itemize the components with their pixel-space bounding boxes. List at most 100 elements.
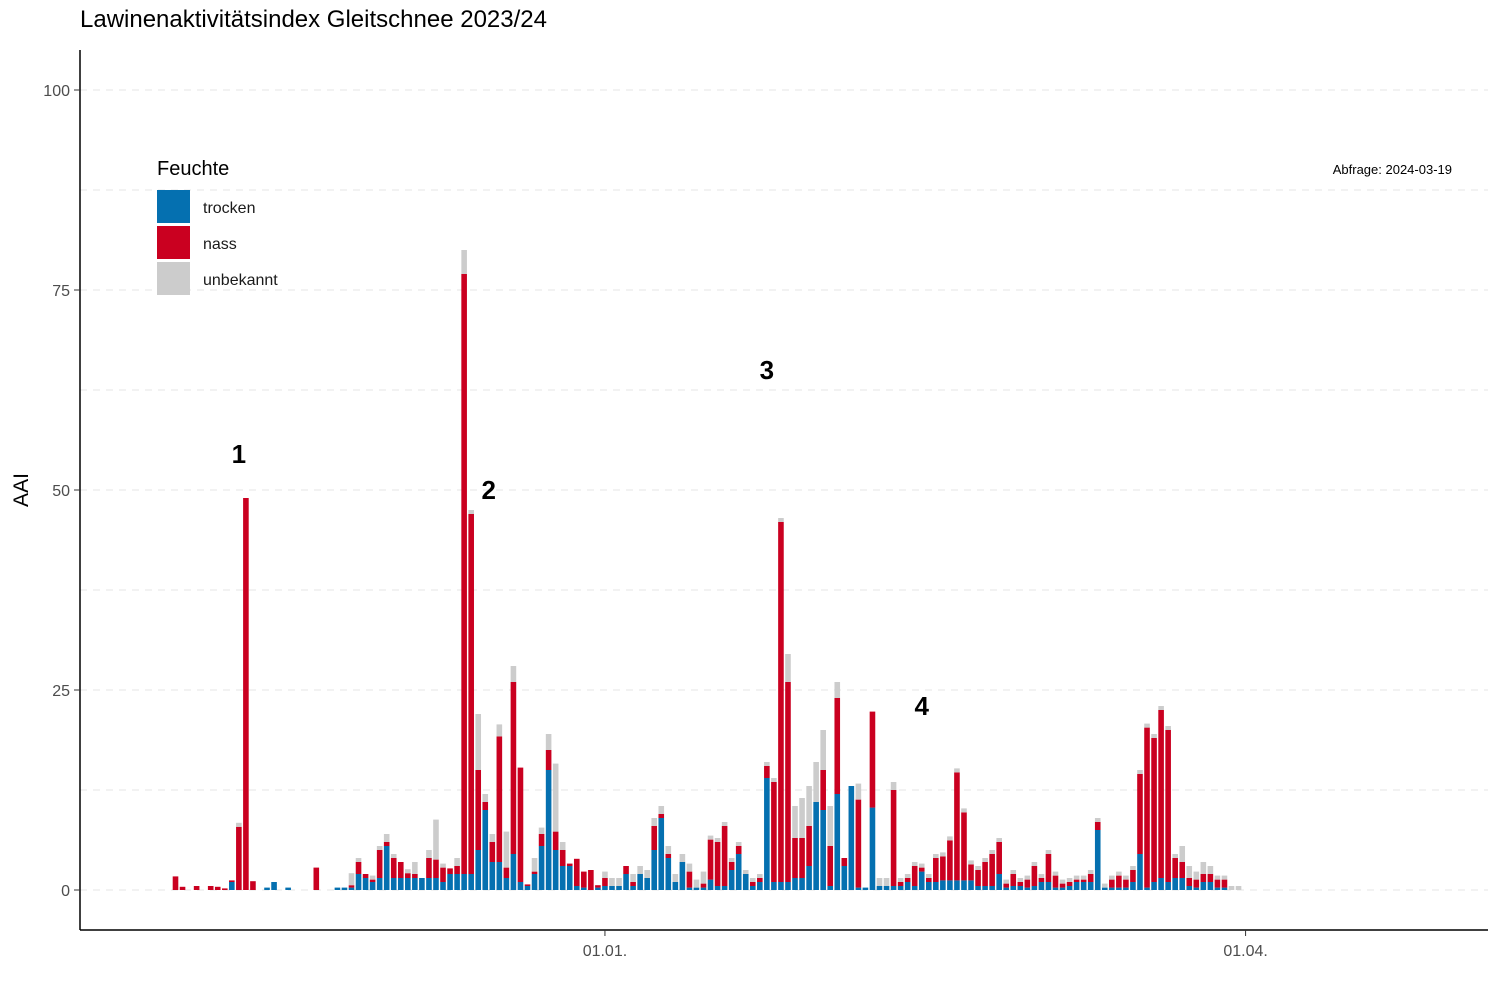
bar-unbekannt [749, 878, 756, 882]
legend-title: Feuchte [157, 158, 229, 180]
bar-nass [665, 854, 672, 858]
bar-unbekannt [1221, 875, 1228, 880]
bar-trocken [757, 882, 763, 890]
bar-nass [390, 858, 397, 878]
bar-trocken [559, 866, 566, 890]
bar-nass [1094, 822, 1101, 830]
bar-unbekannt [1158, 706, 1164, 710]
bar-trocken [954, 880, 960, 890]
bar-unbekannt [1200, 862, 1207, 874]
bar-unbekannt [855, 783, 862, 800]
bar-unbekannt [1080, 875, 1087, 880]
bar-unbekannt [1179, 846, 1186, 862]
bar-unbekannt [1137, 770, 1143, 774]
bar-trocken [637, 874, 643, 890]
bar-trocken [778, 882, 784, 890]
bar-nass [193, 886, 200, 890]
bar-unbekannt [348, 873, 355, 886]
bar-unbekannt [559, 842, 566, 850]
x-ticks: 01.01. 01.04. [583, 930, 1268, 960]
bar-nass [778, 522, 784, 882]
bar-nass [221, 888, 228, 890]
bar-trocken [897, 886, 904, 890]
bar-trocken [1094, 830, 1101, 890]
bar-nass [214, 886, 221, 890]
bar-trocken [1003, 887, 1010, 890]
bar-nass [531, 871, 538, 874]
bar-trocken [545, 770, 552, 890]
bar-trocken [841, 866, 848, 890]
bar-nass [229, 880, 235, 882]
bar-unbekannt [707, 835, 714, 840]
bar-nass [1052, 875, 1059, 888]
bar-trocken [510, 854, 517, 890]
bar-trocken [433, 878, 439, 890]
bar-trocken [749, 886, 756, 890]
y-tick-label: 0 [61, 883, 70, 900]
bar-trocken [630, 886, 636, 890]
bar-nass [1066, 882, 1073, 886]
bar-unbekannt [412, 862, 418, 874]
bar-unbekannt [897, 878, 904, 882]
bar-nass [1186, 878, 1193, 886]
bar-unbekannt [538, 827, 545, 834]
bar-unbekannt [1031, 862, 1038, 866]
bar-trocken [405, 878, 411, 890]
bar-trocken [1038, 882, 1045, 890]
bar-trocken [1137, 854, 1143, 890]
bar-unbekannt [954, 768, 960, 773]
bar-trocken [911, 886, 918, 890]
bar-nass [728, 862, 735, 870]
bar-nass [1130, 870, 1136, 882]
bar-nass [771, 782, 777, 882]
chart-title: Lawinenaktivitätsindex Gleitschnee 2023/… [80, 6, 547, 33]
bar-unbekannt [510, 666, 517, 682]
bar-nass [918, 867, 925, 872]
bar-trocken [1073, 882, 1080, 890]
bar-nass [947, 840, 953, 881]
bar-nass [496, 736, 503, 862]
bar-trocken [573, 886, 580, 890]
bar-unbekannt [757, 874, 763, 878]
bar-unbekannt [982, 858, 988, 862]
bar-unbekannt [785, 654, 791, 682]
bar-nass [651, 826, 658, 850]
bar-trocken [799, 878, 805, 890]
bar-unbekannt [778, 518, 784, 522]
bar-nass [1109, 879, 1115, 888]
bar-nass [700, 883, 707, 888]
bar-trocken [686, 887, 693, 890]
bar-nass [1151, 738, 1157, 882]
bar-unbekannt [1087, 870, 1094, 874]
bar-unbekannt [989, 850, 995, 854]
bar-nass [940, 856, 946, 881]
bar-nass [1200, 874, 1207, 882]
bar-trocken [1151, 882, 1157, 890]
bar-unbekannt [651, 818, 658, 826]
bar-unbekannt [376, 846, 383, 850]
bar-unbekannt [440, 863, 446, 868]
bar-trocken [503, 878, 510, 890]
bar-nass [369, 879, 376, 882]
bar-nass [538, 834, 545, 846]
bar-unbekannt [545, 734, 552, 750]
bar-unbekannt [665, 846, 672, 854]
bar-nass [412, 874, 418, 878]
bar-nass [707, 839, 714, 880]
bar-unbekannt [531, 858, 538, 872]
x-tick-label: 01.04. [1223, 943, 1267, 960]
bar-nass [686, 871, 693, 888]
bar-nass [869, 711, 876, 808]
bar-nass [1207, 874, 1214, 882]
bar-trocken [890, 886, 897, 890]
bar-nass [897, 882, 904, 886]
bar-unbekannt [679, 854, 686, 862]
bar-unbekannt [1144, 723, 1150, 728]
bar-trocken [658, 818, 665, 890]
bar-trocken [693, 887, 700, 890]
bar-nass [397, 862, 404, 878]
event-annotation: 3 [760, 355, 774, 385]
bar-nass [792, 838, 798, 878]
bar-unbekannt [475, 714, 482, 770]
bar-nass [313, 867, 320, 890]
